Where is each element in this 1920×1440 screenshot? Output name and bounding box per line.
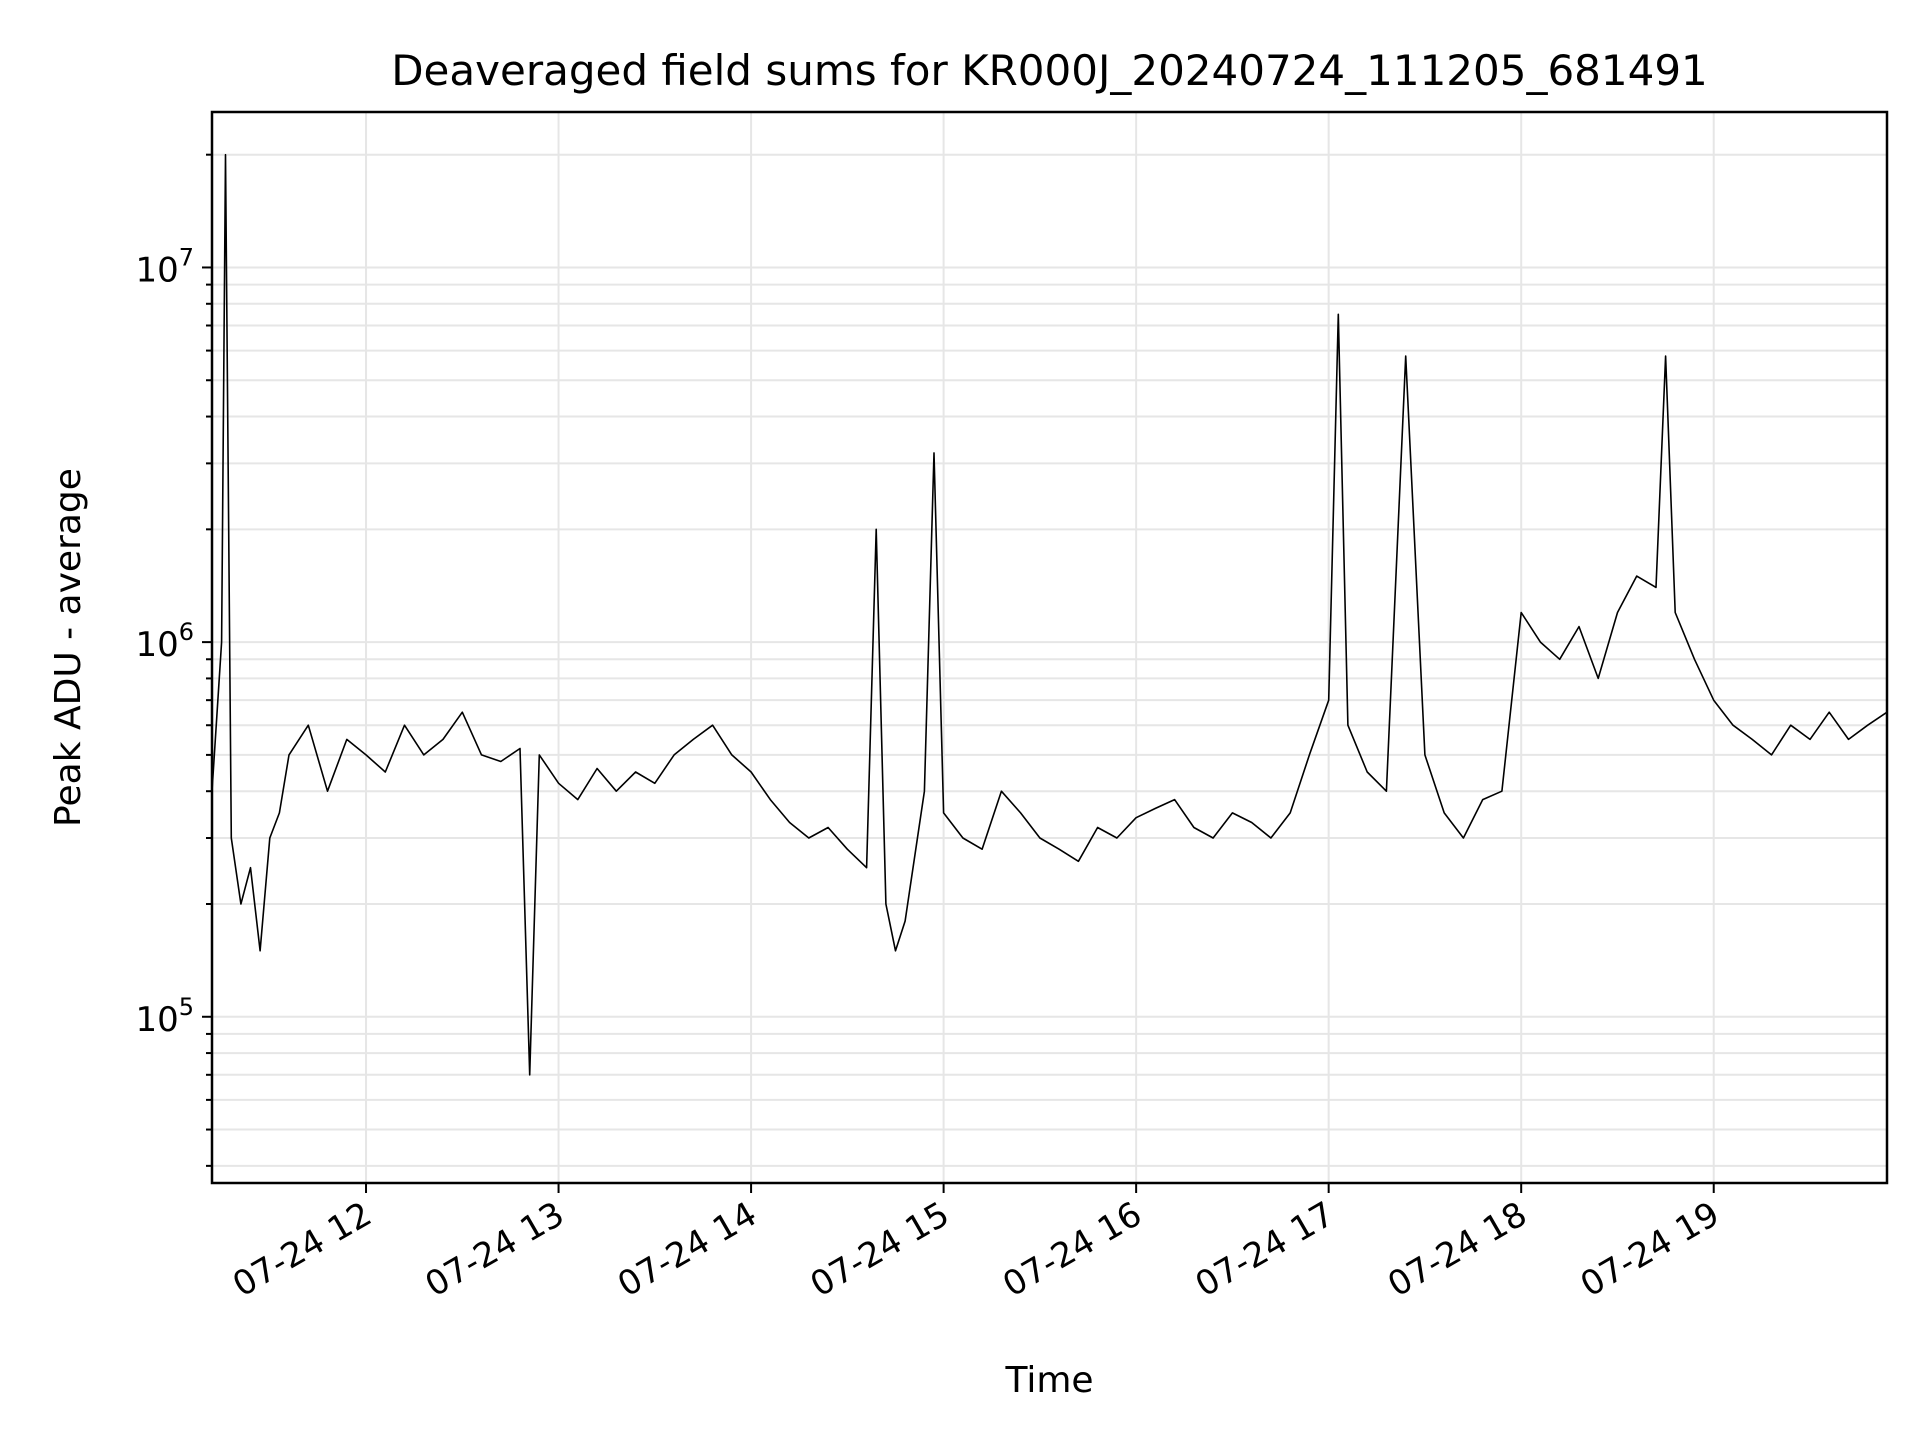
y-axis-label: Peak ADU - average (48, 468, 89, 827)
chart-title: Deaveraged field sums for KR000J_2024072… (391, 46, 1708, 95)
y-tick-label: 107 (135, 243, 194, 290)
x-axis-label: Time (1004, 1360, 1093, 1401)
grid (212, 112, 1887, 1183)
series-layer (211, 153, 1888, 1076)
y-tick-label: 105 (135, 993, 194, 1040)
y-tick-label: 106 (135, 618, 194, 665)
series-line-0 (211, 153, 1888, 1076)
plot-frame (210, 110, 1889, 1185)
